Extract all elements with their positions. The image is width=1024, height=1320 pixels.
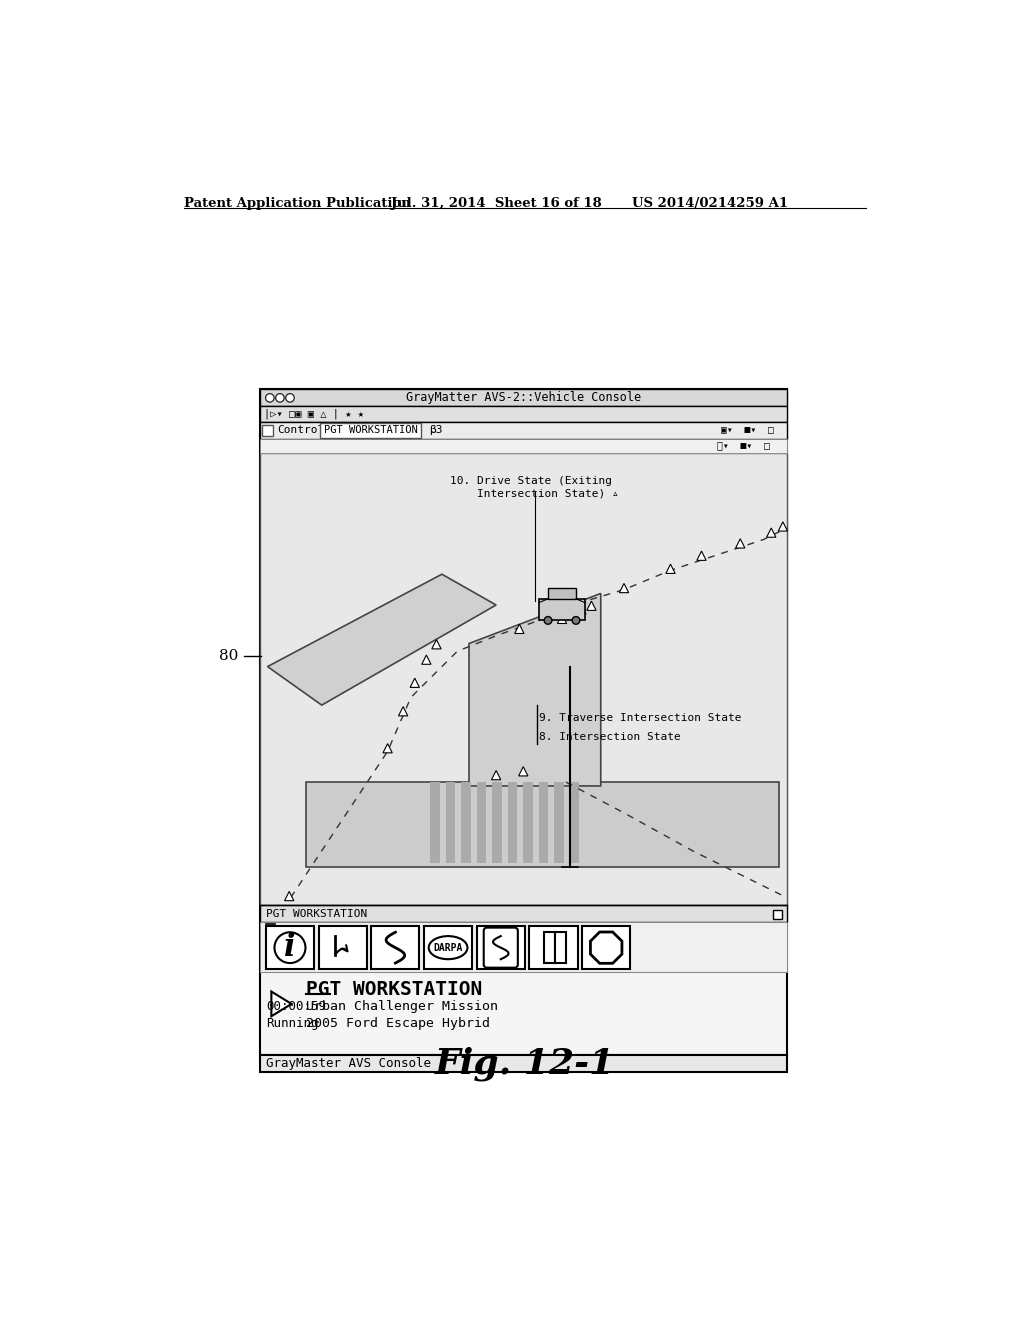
Bar: [493, 781, 502, 863]
Text: ▣▾  ■▾  □: ▣▾ ■▾ □: [721, 425, 774, 436]
Bar: [260, 389, 786, 407]
Bar: [260, 1056, 786, 1072]
Text: β3: β3: [429, 425, 442, 436]
Circle shape: [265, 393, 274, 403]
Circle shape: [286, 393, 294, 403]
Polygon shape: [306, 781, 779, 867]
Bar: [260, 438, 786, 453]
Bar: [321, 422, 421, 438]
Text: 10. Drive State (Exiting: 10. Drive State (Exiting: [450, 475, 611, 486]
Bar: [260, 906, 786, 923]
Polygon shape: [735, 539, 744, 548]
Text: GrayMatter AVS-2::Vehicle Console: GrayMatter AVS-2::Vehicle Console: [406, 391, 641, 404]
Bar: [260, 407, 786, 422]
Bar: [477, 927, 524, 969]
Polygon shape: [591, 932, 622, 964]
Polygon shape: [267, 574, 496, 705]
Bar: [548, 589, 575, 599]
Text: 2005 Ford Escape Hybrid: 2005 Ford Escape Hybrid: [306, 1016, 490, 1030]
Polygon shape: [620, 583, 629, 593]
Polygon shape: [515, 624, 524, 634]
Bar: [477, 781, 486, 863]
Text: GrayMaster AVS Console: GrayMaster AVS Console: [266, 1057, 431, 1071]
Text: PGT WORKSTATION: PGT WORKSTATION: [266, 908, 368, 919]
Polygon shape: [492, 771, 501, 780]
Text: |▷▾ □▣ ▣ △ | ★ ★: |▷▾ □▣ ▣ △ | ★ ★: [264, 409, 365, 420]
Bar: [554, 781, 563, 863]
Bar: [260, 453, 786, 906]
Text: Running: Running: [266, 1016, 318, 1030]
Polygon shape: [778, 521, 787, 531]
Bar: [372, 927, 420, 969]
Polygon shape: [587, 601, 596, 610]
Text: Jul. 31, 2014  Sheet 16 of 18: Jul. 31, 2014 Sheet 16 of 18: [391, 197, 602, 210]
Bar: [529, 927, 578, 969]
Text: Fig. 12-1: Fig. 12-1: [434, 1047, 615, 1081]
Bar: [523, 781, 532, 863]
Circle shape: [572, 616, 580, 624]
Polygon shape: [577, 605, 586, 614]
Text: Urban Challenger Mission: Urban Challenger Mission: [306, 1001, 499, 1012]
Text: Intersection State) ▵: Intersection State) ▵: [450, 488, 618, 499]
Polygon shape: [469, 594, 601, 785]
Text: 8. Intersection State: 8. Intersection State: [539, 733, 681, 742]
Bar: [773, 909, 782, 919]
Polygon shape: [518, 767, 528, 776]
Text: PGT WORKSTATION: PGT WORKSTATION: [306, 979, 482, 999]
Bar: [555, 932, 566, 964]
Polygon shape: [432, 640, 441, 649]
Polygon shape: [697, 552, 707, 561]
Text: DARPA: DARPA: [433, 942, 463, 953]
Bar: [430, 781, 439, 863]
Text: Control: Control: [276, 425, 324, 436]
Text: PGT WORKSTATION: PGT WORKSTATION: [324, 425, 418, 436]
Bar: [318, 927, 367, 969]
Text: 9. Traverse Intersection State: 9. Traverse Intersection State: [539, 713, 741, 723]
Circle shape: [275, 393, 285, 403]
Text: 80: 80: [219, 649, 238, 663]
Text: i: i: [285, 932, 296, 964]
Polygon shape: [383, 743, 392, 752]
Polygon shape: [285, 891, 294, 900]
Polygon shape: [557, 614, 566, 623]
Bar: [260, 422, 786, 438]
Polygon shape: [398, 706, 408, 715]
Bar: [539, 781, 548, 863]
Text: US 2014/0214259 A1: US 2014/0214259 A1: [632, 197, 787, 210]
Ellipse shape: [429, 936, 467, 960]
Polygon shape: [767, 528, 776, 537]
Circle shape: [544, 616, 552, 624]
Bar: [569, 781, 579, 863]
Text: 00:00:59: 00:00:59: [266, 1001, 326, 1012]
Polygon shape: [271, 991, 292, 1016]
Bar: [262, 425, 273, 436]
Bar: [539, 599, 586, 620]
Bar: [266, 927, 314, 969]
Polygon shape: [422, 655, 431, 664]
Bar: [424, 927, 472, 969]
Bar: [445, 781, 455, 863]
Polygon shape: [666, 564, 675, 573]
Bar: [583, 927, 630, 969]
Bar: [544, 932, 555, 964]
Bar: [508, 781, 517, 863]
FancyBboxPatch shape: [483, 928, 518, 968]
Bar: [260, 389, 786, 1056]
Bar: [260, 923, 786, 973]
Bar: [461, 781, 471, 863]
Text: 📷▾  ■▾  □: 📷▾ ■▾ □: [717, 441, 770, 450]
Polygon shape: [410, 678, 420, 688]
Text: Patent Application Publication: Patent Application Publication: [183, 197, 411, 210]
